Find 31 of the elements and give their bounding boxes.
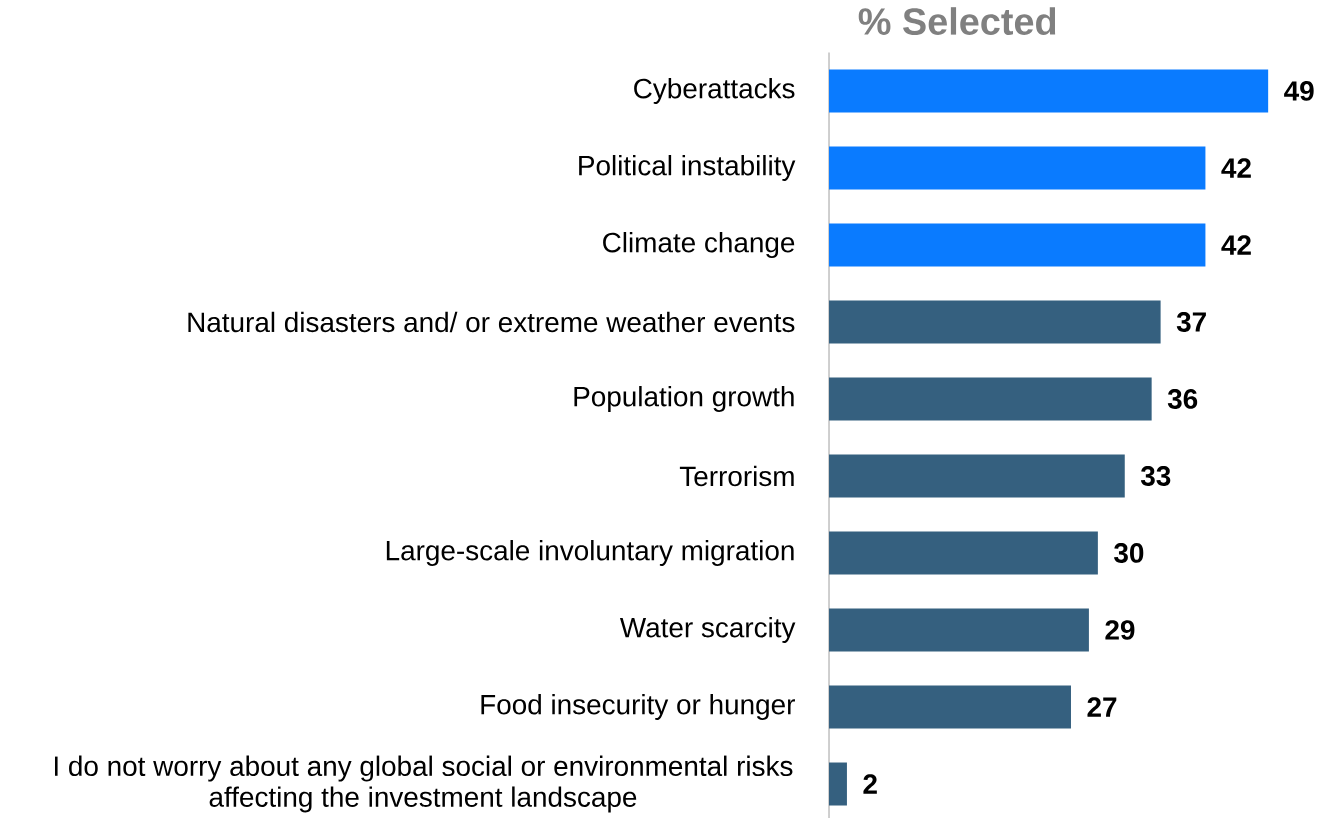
y-tick-label: Climate change	[603, 232, 795, 258]
y-tick-label: Population growth	[574, 386, 794, 412]
y-tick-label: Large-scale involuntary migration	[386, 540, 794, 566]
data-label: 42	[1221, 158, 1251, 178]
bar	[829, 377, 1152, 421]
bar	[829, 223, 1206, 267]
bar	[829, 762, 847, 806]
data-label: 29	[1105, 620, 1135, 640]
bar	[829, 608, 1089, 652]
data-label: 37	[1176, 312, 1206, 332]
bar	[829, 300, 1161, 344]
data-label: 49	[1284, 81, 1314, 101]
bar	[829, 685, 1071, 729]
y-tick-label: Cyberattacks	[634, 78, 795, 104]
bar	[829, 146, 1206, 190]
y-tick-label: I do not worry about any global social or environmental risks affecting the investment landscape	[54, 755, 793, 813]
bar	[829, 531, 1098, 575]
y-tick-label: Water scarcity	[619, 617, 796, 643]
data-label: 27	[1087, 697, 1117, 717]
data-label: 2	[863, 774, 877, 794]
data-label: 33	[1140, 466, 1171, 486]
y-tick-label: Food insecurity or hunger	[481, 694, 795, 720]
data-label: 42	[1221, 235, 1251, 255]
bar	[829, 454, 1125, 498]
y-tick-label: Terrorism	[679, 465, 794, 487]
data-label: 30	[1114, 543, 1144, 563]
data-label: 36	[1167, 389, 1198, 409]
chart-title: % Selected	[858, 7, 1056, 35]
y-tick-label: Natural disasters and/ or extreme weather events	[188, 311, 795, 333]
bar	[829, 69, 1269, 113]
y-tick-label: Political instability	[579, 155, 796, 181]
